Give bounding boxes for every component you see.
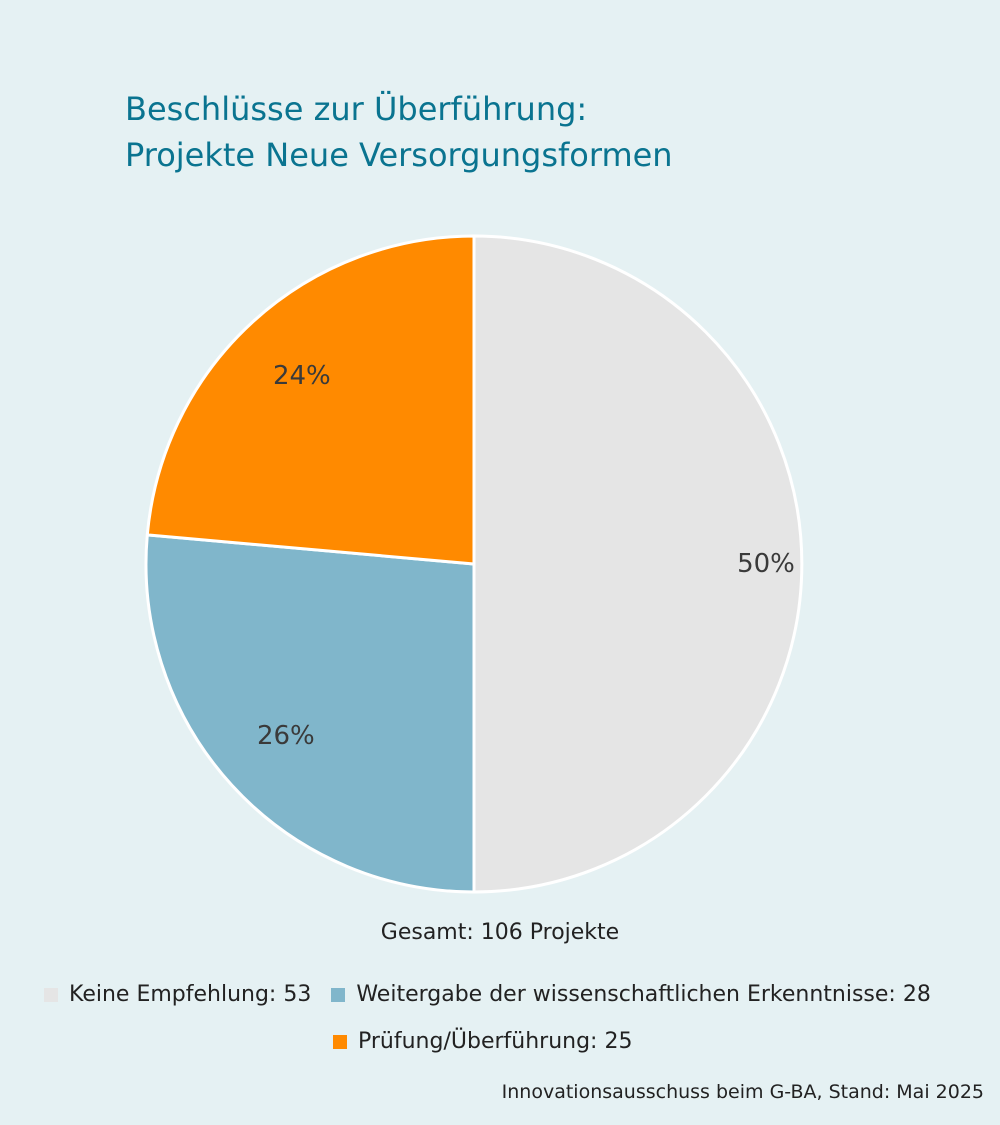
legend-swatch-pruefung (333, 1034, 347, 1049)
pie-label-pruefung: 24% (273, 361, 331, 391)
total-label: Gesamt: 106 Projekte (380, 920, 620, 945)
legend-swatch-keine-empfehlung (44, 987, 58, 1002)
legend-row-1: Keine Empfehlung: 53 Weitergabe der wiss… (44, 982, 931, 1007)
chart-title-line-2: Projekte Neue Versorgungsformen (125, 136, 673, 174)
pie-slice-pruefung (145, 234, 476, 566)
legend-label-weitergabe: Weitergabe der wissenschaftlichen Erkenn… (356, 982, 931, 1007)
legend-label-pruefung: Prüfung/Überführung: 25 (358, 1029, 633, 1054)
legend-label-keine-empfehlung: Keine Empfehlung: 53 (69, 982, 312, 1007)
pie-label-keine-empfehlung: 50% (737, 549, 795, 579)
legend-item-keine-empfehlung: Keine Empfehlung: 53 (44, 982, 311, 1007)
pie-label-weitergabe: 26% (257, 721, 315, 751)
legend-row-2: Prüfung/Überführung: 25 (333, 1029, 632, 1054)
source-note: Innovationsausschuss beim G-BA, Stand: M… (501, 1081, 984, 1103)
legend-item-pruefung: Prüfung/Überführung: 25 (333, 1029, 632, 1054)
legend-swatch-weitergabe (331, 987, 346, 1002)
legend-item-weitergabe: Weitergabe der wissenschaftlichen Erkenn… (331, 982, 931, 1007)
chart-title: Beschlüsse zur Überführung: Projekte Neu… (125, 86, 673, 178)
pie-slice-keine-empfehlung (472, 234, 804, 894)
chart-title-line-1: Beschlüsse zur Überführung: (125, 90, 588, 128)
pie-slice-weitergabe (144, 533, 476, 894)
